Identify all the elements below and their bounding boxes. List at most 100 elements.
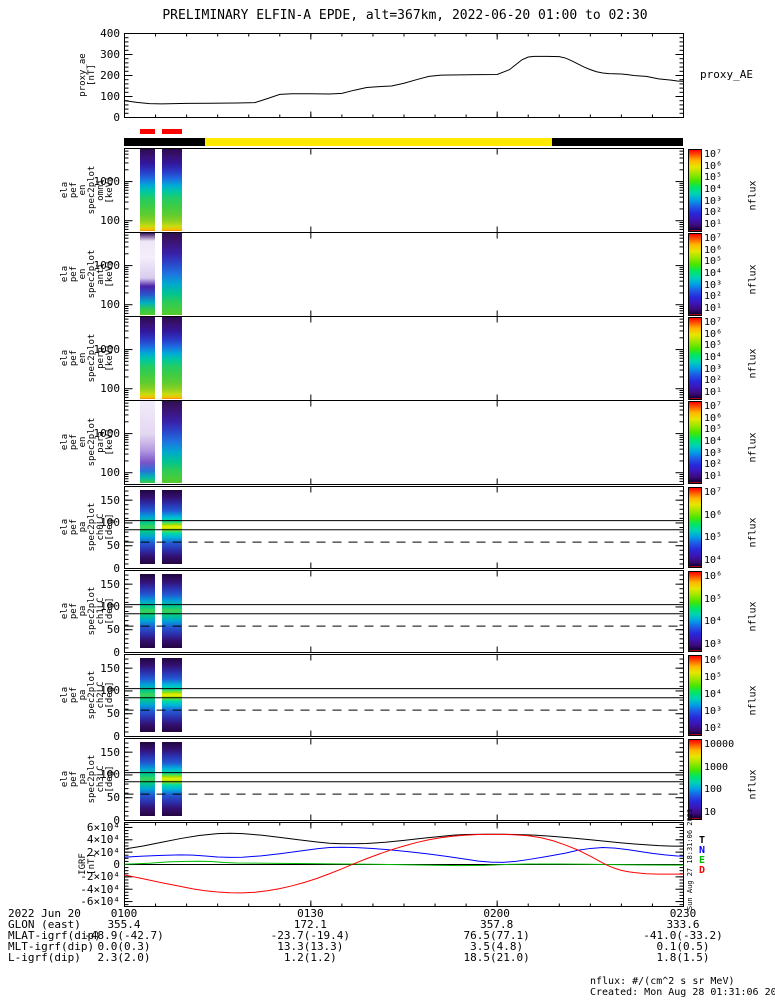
pa-ch2LC-colorbar bbox=[688, 655, 702, 736]
axis-mlat-value-2: 76.5(77.1) bbox=[463, 929, 530, 942]
axis-time-value-2: 0200 bbox=[483, 907, 510, 920]
en-anti-cb-label-0: 10⁷ bbox=[704, 233, 723, 244]
panel-pa-ch0LC bbox=[124, 486, 684, 569]
pa-ch1LC-cb-label-0: 10⁶ bbox=[704, 571, 723, 582]
en-omni-ytick-100: 100 bbox=[100, 214, 120, 228]
en-anti-ytick-1000: 1000 bbox=[93, 259, 121, 273]
axis-row-label-glon: GLON (east) bbox=[8, 918, 81, 931]
pa-ch2LC-cb-label-1: 10⁵ bbox=[704, 672, 723, 683]
igrf-legend-N: N bbox=[699, 845, 706, 856]
proxy-ae-ytick-100: 100 bbox=[100, 90, 120, 103]
pa-ch0LC-ytick-100: 100 bbox=[100, 516, 120, 530]
pa-ch0LC-ytick-0: 0 bbox=[113, 562, 120, 575]
axis-glon-value-2: 357.8 bbox=[480, 918, 514, 931]
en-para-cb-label-3: 10⁴ bbox=[704, 436, 723, 447]
pa-ch2LC-cb-label-4: 10² bbox=[704, 723, 723, 734]
en-para-cb-label-4: 10³ bbox=[704, 447, 723, 459]
en-omni-cb-label-3: 10⁴ bbox=[704, 184, 723, 195]
pa-ch3LC-ytick-0: 0 bbox=[113, 814, 120, 827]
en-perp-cb-label-4: 10³ bbox=[704, 363, 723, 375]
proxy-ae-ytick-0: 0 bbox=[113, 111, 120, 124]
axis-mlat-value-0: -48.9(-42.7) bbox=[84, 929, 164, 942]
en-anti-cb-label-3: 10⁴ bbox=[704, 268, 723, 279]
en-anti-data-strip-1 bbox=[139, 233, 155, 315]
panel-en-perp bbox=[124, 316, 684, 401]
en-perp-cb-title: nflux bbox=[747, 348, 759, 379]
en-omni-cb-label-5: 10² bbox=[704, 207, 723, 219]
pa-ch1LC-data-strip-2 bbox=[162, 574, 182, 648]
panel-proxy-ae bbox=[124, 33, 684, 118]
en-omni-cb-label-1: 10⁶ bbox=[704, 160, 723, 172]
en-perp-cb-label-2: 10⁵ bbox=[704, 340, 723, 352]
en-omni-cb-label-6: 10¹ bbox=[704, 219, 723, 230]
axis-mlt-value-0: 0.0(0.3) bbox=[97, 940, 151, 953]
pa-ch1LC-data-strip-1 bbox=[139, 574, 155, 648]
pa-ch1LC-colorbar bbox=[688, 571, 702, 652]
pa-ch1LC-cb-title: nflux bbox=[747, 601, 759, 632]
pa-ch3LC-colorbar bbox=[688, 739, 702, 820]
position-bar-segment-3 bbox=[552, 138, 683, 146]
axis-time-value-0: 0100 bbox=[110, 907, 138, 920]
pa-ch0LC-data-strip-2 bbox=[162, 490, 182, 564]
en-perp-colorbar bbox=[688, 317, 702, 400]
pa-ch1LC-cb-label-3: 10³ bbox=[704, 639, 723, 650]
pa-ch0LC-cb-label-1: 10⁶ bbox=[704, 509, 723, 521]
en-para-cb-label-6: 10¹ bbox=[704, 471, 723, 482]
pa-ch2LC-ytick-100: 100 bbox=[100, 684, 120, 698]
en-anti-cb-label-1: 10⁶ bbox=[704, 244, 723, 256]
en-omni-cb-label-2: 10⁵ bbox=[704, 172, 723, 184]
pa-ch3LC-ytick-100: 100 bbox=[100, 768, 120, 782]
pa-ch3LC-data-strip-1 bbox=[139, 742, 155, 816]
panel-en-anti bbox=[124, 232, 684, 317]
en-perp-data-strip-2 bbox=[162, 317, 182, 399]
en-omni-colorbar bbox=[688, 149, 702, 232]
pa-ch3LC-cb-label-2: 100 bbox=[704, 784, 723, 796]
axis-mlt-value-3: 0.1(0.5) bbox=[656, 940, 710, 953]
en-omni-cb-title: nflux bbox=[747, 180, 759, 211]
en-omni-cb-label-4: 10³ bbox=[704, 195, 723, 207]
en-perp-ytick-1000: 1000 bbox=[93, 343, 121, 357]
en-anti-cb-title: nflux bbox=[747, 264, 759, 295]
science-zone-dash-2 bbox=[162, 129, 182, 134]
en-perp-cb-label-3: 10⁴ bbox=[704, 352, 723, 363]
axis-mlat-value-1: -23.7(-19.4) bbox=[270, 929, 351, 942]
axis-row-label-time: 2022 Jun 20 bbox=[8, 907, 81, 920]
en-perp-cb-label-0: 10⁷ bbox=[704, 317, 723, 328]
en-anti-cb-label-4: 10³ bbox=[704, 279, 723, 291]
science-zone-dash-1 bbox=[139, 129, 155, 134]
igrf-ytick--6×10⁴: -6×10⁴ bbox=[80, 895, 120, 909]
en-para-ytick-100: 100 bbox=[100, 466, 120, 480]
axis-row-label-mlt: MLT-igrf(dip) bbox=[8, 940, 95, 953]
pa-ch3LC-cb-label-0: 10000 bbox=[704, 739, 735, 750]
pa-ch3LC-cb-label-3: 10 bbox=[704, 807, 717, 818]
en-para-data-strip-1 bbox=[139, 401, 155, 483]
panel-igrf bbox=[124, 822, 684, 907]
axis-row-label-mlat: MLAT-igrf(dip) bbox=[8, 929, 101, 942]
igrf-ytick-4×10⁴: 4×10⁴ bbox=[86, 833, 120, 847]
en-para-colorbar bbox=[688, 401, 702, 484]
axis-row-label-l: L-igrf(dip) bbox=[8, 951, 81, 964]
pa-ch1LC-ytick-50: 50 bbox=[106, 623, 120, 637]
en-perp-data-strip-1 bbox=[139, 317, 155, 399]
position-bar-segment-2 bbox=[205, 138, 553, 146]
en-omni-cb-label-0: 10⁷ bbox=[704, 149, 723, 160]
en-anti-cb-label-2: 10⁵ bbox=[704, 256, 723, 268]
igrf-legend-E: E bbox=[699, 855, 706, 866]
en-anti-colorbar bbox=[688, 233, 702, 316]
pa-ch1LC-cb-label-1: 10⁵ bbox=[704, 593, 723, 605]
creation-side-text: Sun Aug 27 18:31:06 2023 bbox=[686, 808, 694, 910]
panel-pa-ch1LC bbox=[124, 570, 684, 653]
pa-ch2LC-data-strip-1 bbox=[139, 658, 155, 732]
axis-l-value-3: 1.8(1.5) bbox=[656, 951, 710, 964]
position-bar-segment-1 bbox=[124, 138, 206, 146]
axis-l-value-0: 2.3(2.0) bbox=[97, 951, 151, 964]
pa-ch0LC-ytick-150: 150 bbox=[100, 493, 120, 507]
panel-en-para bbox=[124, 400, 684, 485]
axis-time-value-1: 0130 bbox=[297, 907, 324, 920]
en-anti-data-strip-2 bbox=[162, 233, 182, 315]
panel-pa-ch3LC bbox=[124, 738, 684, 821]
en-para-cb-label-0: 10⁷ bbox=[704, 401, 723, 412]
en-perp-cb-label-5: 10² bbox=[704, 375, 723, 387]
pa-ch2LC-cb-label-2: 10⁴ bbox=[704, 689, 723, 700]
